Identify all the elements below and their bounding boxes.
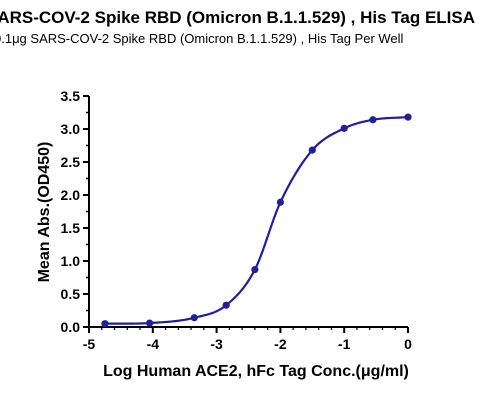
chart-subtitle: 0.1μg SARS-COV-2 Spike RBD (Omicron B.1.… [0,31,404,46]
y-axis-label: Mean Abs.(OD450) [36,142,53,283]
data-point [340,124,348,132]
fit-curve [104,116,409,325]
y-tick-label: 1.5 [61,220,81,236]
y-tick-label: 1.0 [61,253,81,269]
y-tick-label: 0.5 [61,286,81,302]
data-point [222,301,230,309]
y-tick-label: 0.0 [61,319,81,335]
y-tick-label: 3.0 [61,121,81,137]
x-tick-label: -5 [83,336,96,352]
chart-title: SARS-COV-2 Spike RBD (Omicron B.1.1.529)… [0,8,476,27]
data-point [404,113,412,121]
x-tick-label: -2 [274,336,287,352]
x-axis-label: Log Human ACE2, hFc Tag Conc.(μg/ml) [103,363,409,380]
data-point [190,314,198,322]
data-point [101,320,109,328]
data-point [251,265,259,274]
data-point [146,319,154,327]
data-point [276,198,284,206]
x-tick-label: 0 [404,336,412,352]
y-tick-label: 2.5 [61,154,81,170]
y-tick-label: 3.5 [61,88,81,104]
x-tick-label: -1 [338,336,351,352]
data-point [369,116,377,124]
x-tick-label: -4 [147,336,160,352]
x-tick-label: -3 [210,336,223,352]
data-point [308,146,316,154]
y-tick-label: 2.0 [61,187,81,203]
